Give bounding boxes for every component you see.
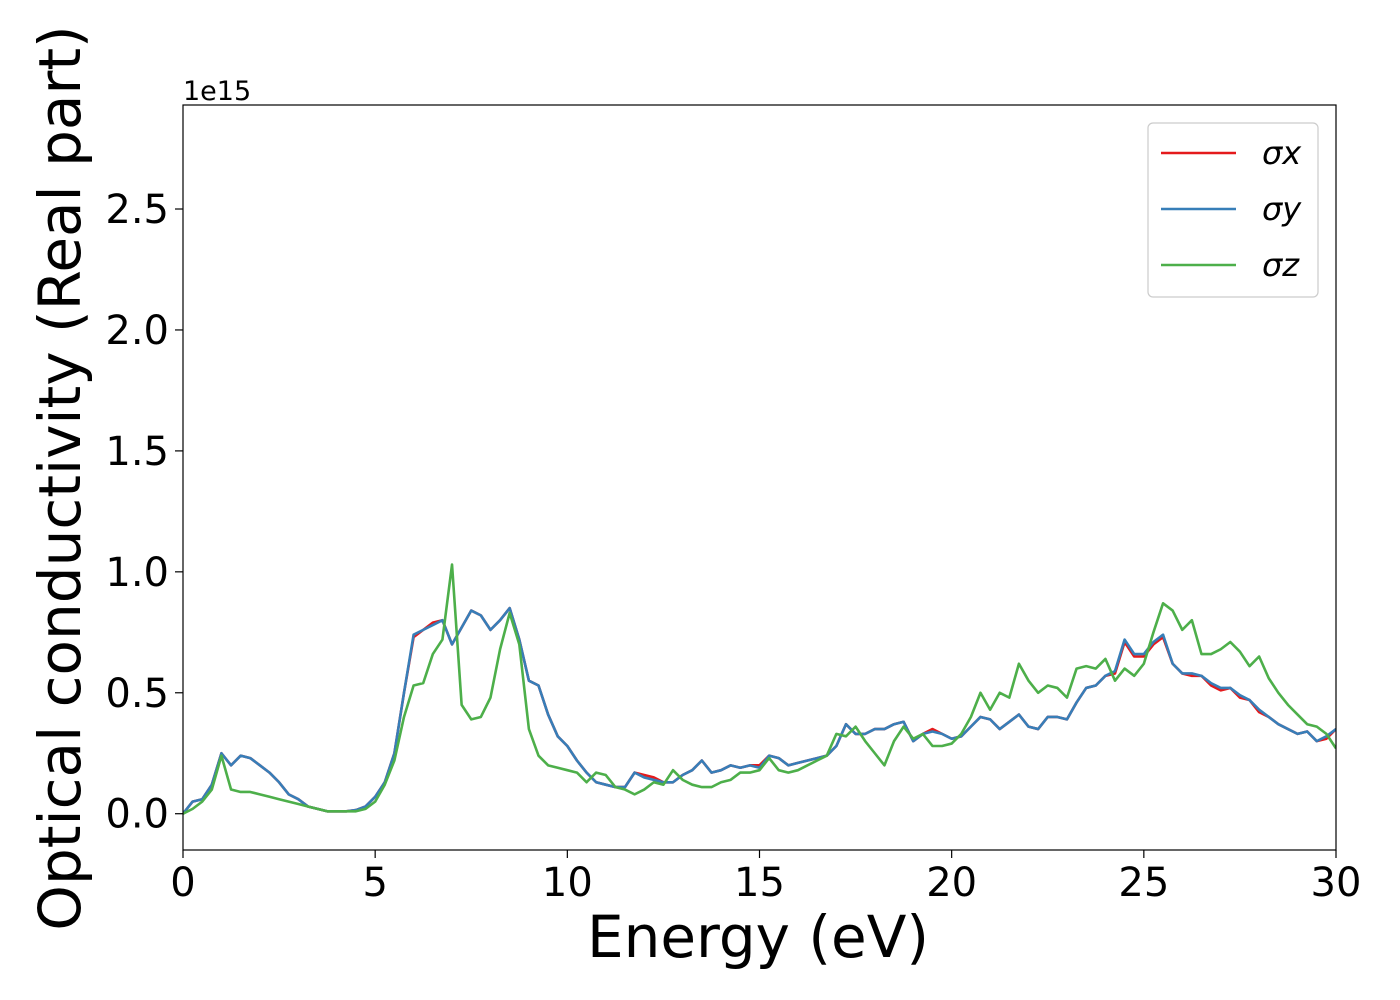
plot-frame	[182, 104, 1337, 851]
y-axis-label: Optical conductivity (Real part)	[26, 25, 94, 930]
legend-label: σy	[1262, 190, 1302, 228]
x-tick-label: 15	[734, 860, 785, 906]
legend-label: σx	[1262, 134, 1302, 172]
y-tick-label: 2.5	[105, 187, 169, 233]
x-tick-label: 25	[1118, 860, 1169, 906]
y-tick-label: 0.0	[105, 792, 169, 838]
series-line	[183, 563, 1336, 815]
x-tick-label: 20	[926, 860, 977, 906]
series-line	[183, 606, 1336, 815]
y-offset-label: 1e15	[183, 76, 251, 107]
x-tick-label: 10	[542, 860, 593, 906]
x-axis-label: Energy (eV)	[587, 903, 929, 971]
y-tick-label: 0.5	[105, 671, 169, 717]
legend-label: σz	[1262, 246, 1300, 284]
y-tick-label: 1.0	[105, 550, 169, 596]
x-tick-label: 5	[362, 860, 387, 906]
y-tick-label: 2.0	[105, 308, 169, 354]
x-tick-label: 30	[1311, 860, 1362, 906]
x-tick-label: 0	[170, 860, 195, 906]
y-tick-label: 1.5	[105, 429, 169, 475]
